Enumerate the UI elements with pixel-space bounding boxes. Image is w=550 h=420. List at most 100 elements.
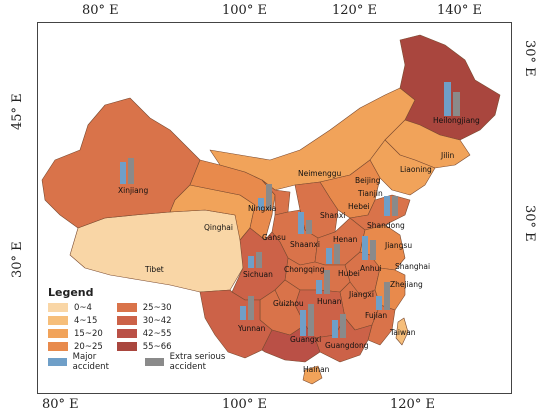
legend-swatch: [116, 316, 137, 325]
label-zhejiang: Zhejiang: [390, 280, 423, 289]
legend-swatch: [116, 303, 137, 312]
bar-extra-shandong: [392, 196, 398, 216]
accident-bars: [120, 82, 460, 338]
bar-major-yunnan: [240, 306, 246, 320]
label-hunan: Hunan: [317, 297, 342, 306]
label-jiangsu: Jiangsu: [384, 241, 412, 250]
bar-extra-ningxia: [266, 184, 272, 210]
legend-swatch: [48, 342, 68, 351]
bar-extra-fujian: [384, 282, 390, 310]
label-yunnan: Yunnan: [237, 324, 266, 333]
label-jilin: Jilin: [440, 151, 454, 160]
legend-major-label: Major accident: [72, 351, 109, 372]
label-shanxi: Shanxi: [320, 211, 345, 220]
legend-item: 20~25: [48, 341, 103, 352]
lon-label-100-bottom: 100° E: [222, 397, 267, 412]
label-guizhou: Guizhou: [273, 299, 304, 308]
label-anhui: Anhui: [360, 264, 381, 273]
label-xinjiang: Xinjiang: [118, 186, 148, 195]
lon-label-140-top: 140° E: [437, 3, 482, 18]
bar-extra-xinjiang: [128, 158, 134, 184]
bar-major-guangdong: [332, 320, 338, 338]
label-chongqing: Chongqing: [284, 265, 325, 274]
legend-extra-swatch: [144, 357, 164, 366]
lon-label-100-top: 100° E: [222, 3, 267, 18]
bar-major-henan: [326, 248, 332, 264]
legend-swatch: [48, 316, 68, 325]
bar-major-sichuan: [248, 256, 254, 268]
label-ningxia: Ningxia: [248, 204, 276, 213]
legend-label: 4~15: [74, 315, 98, 326]
label-shaanxi: Shaanxi: [290, 240, 320, 249]
legend-major-swatch: [48, 357, 67, 366]
label-guangdong: Guangdong: [325, 341, 369, 350]
lon-label-80-top: 80° E: [82, 3, 119, 18]
bar-extra-yunnan: [248, 296, 254, 320]
label-shandong: Shandong: [367, 221, 405, 230]
region-taiwan: [395, 317, 409, 346]
map-legend: Legend 0~4 4~15 15~20 20~25 25~30 30~42 …: [48, 286, 258, 378]
label-hebei: Hebei: [348, 202, 370, 211]
legend-title: Legend: [48, 286, 94, 299]
legend-swatch: [116, 342, 137, 351]
label-hubei: Hubei: [338, 269, 360, 278]
legend-col-left: 0~4 4~15 15~20 20~25: [48, 302, 103, 352]
legend-label: 20~25: [74, 341, 103, 352]
legend-label: 30~42: [142, 315, 172, 326]
legend-label: 42~55: [142, 328, 172, 339]
legend-col-right: 25~30 30~42 42~55 55~66: [116, 302, 172, 352]
label-jiangxi: Jiangxi: [348, 290, 374, 299]
region-hainan: [302, 365, 323, 385]
legend-item: 42~55: [116, 328, 172, 339]
legend-extra-item: Extra serious accident: [144, 352, 258, 372]
bar-major-guangxi: [300, 310, 306, 336]
bar-extra-gansu: [306, 220, 312, 234]
legend-item: 25~30: [116, 302, 172, 313]
label-qinghai: Qinghai: [204, 223, 233, 232]
legend-swatch: [116, 329, 137, 338]
label-sichuan: Sichuan: [243, 270, 273, 279]
bar-major-xinjiang: [120, 162, 126, 184]
bar-extra-hunan: [324, 270, 330, 294]
label-gansu: Gansu: [262, 233, 286, 242]
lon-label-80-bottom: 80° E: [42, 397, 79, 412]
label-tibet: Tibet: [144, 265, 164, 274]
bar-major-fujian: [376, 296, 382, 310]
legend-extra-label: Extra serious accident: [169, 351, 226, 372]
legend-swatch: [48, 329, 68, 338]
bar-extra-guangxi: [308, 304, 314, 336]
label-fujian: Fujian: [365, 311, 387, 320]
legend-label: 15~20: [74, 328, 103, 339]
bar-major-heilongjiang: [444, 82, 451, 116]
label-hainan: Hainan: [303, 365, 330, 374]
label-neimenggu: Neimenggu: [298, 169, 342, 178]
bar-extra-heilongjiang: [453, 92, 460, 116]
label-tianjin: Tianjin: [357, 189, 383, 198]
lon-label-120-bottom: 120° E: [390, 397, 435, 412]
legend-item: 55~66: [116, 341, 172, 352]
label-heilongjiang: Heilongjiang: [433, 116, 480, 125]
legend-item: 0~4: [48, 302, 103, 313]
label-liaoning: Liaoning: [400, 165, 432, 174]
legend-label: 25~30: [142, 302, 172, 313]
bar-major-gansu: [298, 212, 304, 234]
label-taiwan: Taiwan: [389, 328, 416, 337]
label-beijing: Beijing: [355, 176, 381, 185]
label-henan: Henan: [333, 235, 358, 244]
label-shanghai: Shanghai: [395, 262, 430, 271]
bar-major-hunan: [316, 280, 322, 294]
legend-label: 55~66: [142, 341, 172, 352]
legend-classes: 0~4 4~15 15~20 20~25 25~30 30~42 42~55 5…: [48, 302, 258, 352]
bar-extra-jiangsu: [370, 240, 376, 260]
bar-major-shandong: [384, 196, 390, 216]
bar-major-jiangsu: [362, 236, 368, 260]
legend-item: 15~20: [48, 328, 103, 339]
legend-bar-keys: Major accident Extra serious accident: [48, 352, 258, 372]
bar-extra-guangdong: [340, 314, 346, 338]
bar-major-ningxia: [258, 198, 264, 210]
bar-extra-henan: [334, 244, 340, 264]
legend-item: 4~15: [48, 315, 103, 326]
label-guangxi: Guangxi: [290, 335, 321, 344]
